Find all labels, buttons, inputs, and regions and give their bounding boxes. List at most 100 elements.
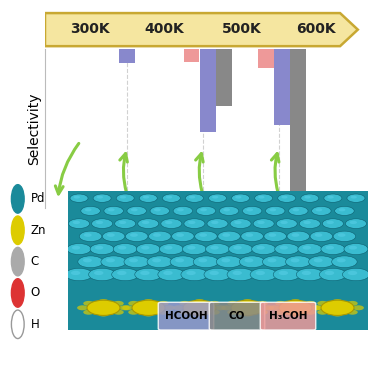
Circle shape bbox=[70, 194, 88, 202]
Circle shape bbox=[347, 310, 358, 315]
Circle shape bbox=[209, 194, 226, 202]
Circle shape bbox=[172, 231, 194, 242]
Circle shape bbox=[113, 301, 124, 306]
Circle shape bbox=[147, 256, 172, 268]
Circle shape bbox=[351, 196, 357, 199]
Circle shape bbox=[311, 305, 322, 310]
Circle shape bbox=[11, 248, 24, 276]
Circle shape bbox=[222, 233, 230, 237]
Circle shape bbox=[305, 301, 316, 306]
Circle shape bbox=[227, 301, 238, 306]
Circle shape bbox=[211, 221, 219, 224]
Circle shape bbox=[298, 243, 322, 255]
Text: CO: CO bbox=[229, 311, 245, 321]
Circle shape bbox=[98, 299, 109, 304]
Circle shape bbox=[301, 194, 319, 202]
Circle shape bbox=[90, 243, 114, 255]
Circle shape bbox=[257, 301, 268, 306]
Circle shape bbox=[189, 196, 195, 199]
Circle shape bbox=[303, 221, 311, 224]
Circle shape bbox=[221, 258, 230, 262]
Circle shape bbox=[139, 194, 157, 202]
Circle shape bbox=[280, 221, 288, 224]
Circle shape bbox=[350, 221, 357, 224]
Circle shape bbox=[273, 268, 300, 281]
Circle shape bbox=[234, 221, 242, 224]
Circle shape bbox=[230, 219, 251, 228]
Circle shape bbox=[158, 310, 169, 315]
Circle shape bbox=[324, 194, 342, 202]
Circle shape bbox=[116, 194, 134, 202]
Circle shape bbox=[124, 256, 150, 268]
Circle shape bbox=[83, 301, 94, 306]
Circle shape bbox=[309, 256, 334, 268]
Circle shape bbox=[242, 206, 262, 215]
Circle shape bbox=[325, 271, 334, 275]
Circle shape bbox=[327, 221, 334, 224]
Circle shape bbox=[257, 221, 265, 224]
Circle shape bbox=[315, 208, 322, 212]
Circle shape bbox=[204, 268, 231, 281]
Circle shape bbox=[162, 194, 180, 202]
Circle shape bbox=[262, 256, 288, 268]
Circle shape bbox=[113, 243, 137, 255]
Text: Pd: Pd bbox=[30, 192, 45, 206]
Circle shape bbox=[11, 279, 24, 307]
Circle shape bbox=[127, 206, 147, 215]
Circle shape bbox=[348, 271, 357, 275]
Circle shape bbox=[102, 231, 125, 242]
Circle shape bbox=[327, 196, 334, 199]
Text: 400K: 400K bbox=[144, 22, 184, 36]
Circle shape bbox=[296, 268, 323, 281]
Circle shape bbox=[184, 219, 205, 228]
Circle shape bbox=[256, 246, 265, 250]
Circle shape bbox=[290, 299, 301, 304]
Circle shape bbox=[275, 310, 286, 315]
Circle shape bbox=[154, 208, 161, 212]
Circle shape bbox=[209, 310, 220, 315]
Circle shape bbox=[95, 246, 104, 250]
Circle shape bbox=[216, 256, 242, 268]
Circle shape bbox=[223, 208, 230, 212]
Circle shape bbox=[131, 208, 138, 212]
Circle shape bbox=[315, 233, 322, 237]
Circle shape bbox=[106, 258, 115, 262]
Circle shape bbox=[347, 194, 365, 202]
Circle shape bbox=[143, 196, 149, 199]
Circle shape bbox=[322, 219, 344, 228]
Circle shape bbox=[96, 221, 103, 224]
Circle shape bbox=[164, 246, 172, 250]
Circle shape bbox=[128, 310, 139, 315]
Circle shape bbox=[126, 231, 148, 242]
Circle shape bbox=[148, 231, 171, 242]
Circle shape bbox=[101, 256, 126, 268]
Circle shape bbox=[210, 246, 219, 250]
Circle shape bbox=[143, 312, 154, 316]
Circle shape bbox=[235, 196, 242, 199]
Circle shape bbox=[227, 310, 238, 315]
Circle shape bbox=[69, 219, 90, 228]
Circle shape bbox=[321, 243, 345, 255]
Circle shape bbox=[11, 184, 24, 213]
Circle shape bbox=[115, 219, 136, 228]
Text: H₃COH: H₃COH bbox=[269, 311, 307, 321]
Circle shape bbox=[279, 246, 288, 250]
Circle shape bbox=[255, 194, 273, 202]
Circle shape bbox=[320, 268, 346, 281]
Circle shape bbox=[117, 271, 126, 275]
Circle shape bbox=[232, 194, 250, 202]
Circle shape bbox=[186, 271, 196, 275]
Circle shape bbox=[179, 301, 190, 306]
Circle shape bbox=[194, 312, 205, 316]
Circle shape bbox=[245, 233, 253, 237]
Circle shape bbox=[291, 258, 300, 262]
Circle shape bbox=[108, 208, 115, 212]
Circle shape bbox=[193, 256, 219, 268]
Circle shape bbox=[290, 312, 301, 316]
Circle shape bbox=[130, 233, 138, 237]
Circle shape bbox=[304, 196, 311, 199]
Circle shape bbox=[246, 208, 253, 212]
Circle shape bbox=[81, 206, 100, 215]
Circle shape bbox=[73, 221, 80, 224]
Text: H: H bbox=[30, 318, 39, 331]
